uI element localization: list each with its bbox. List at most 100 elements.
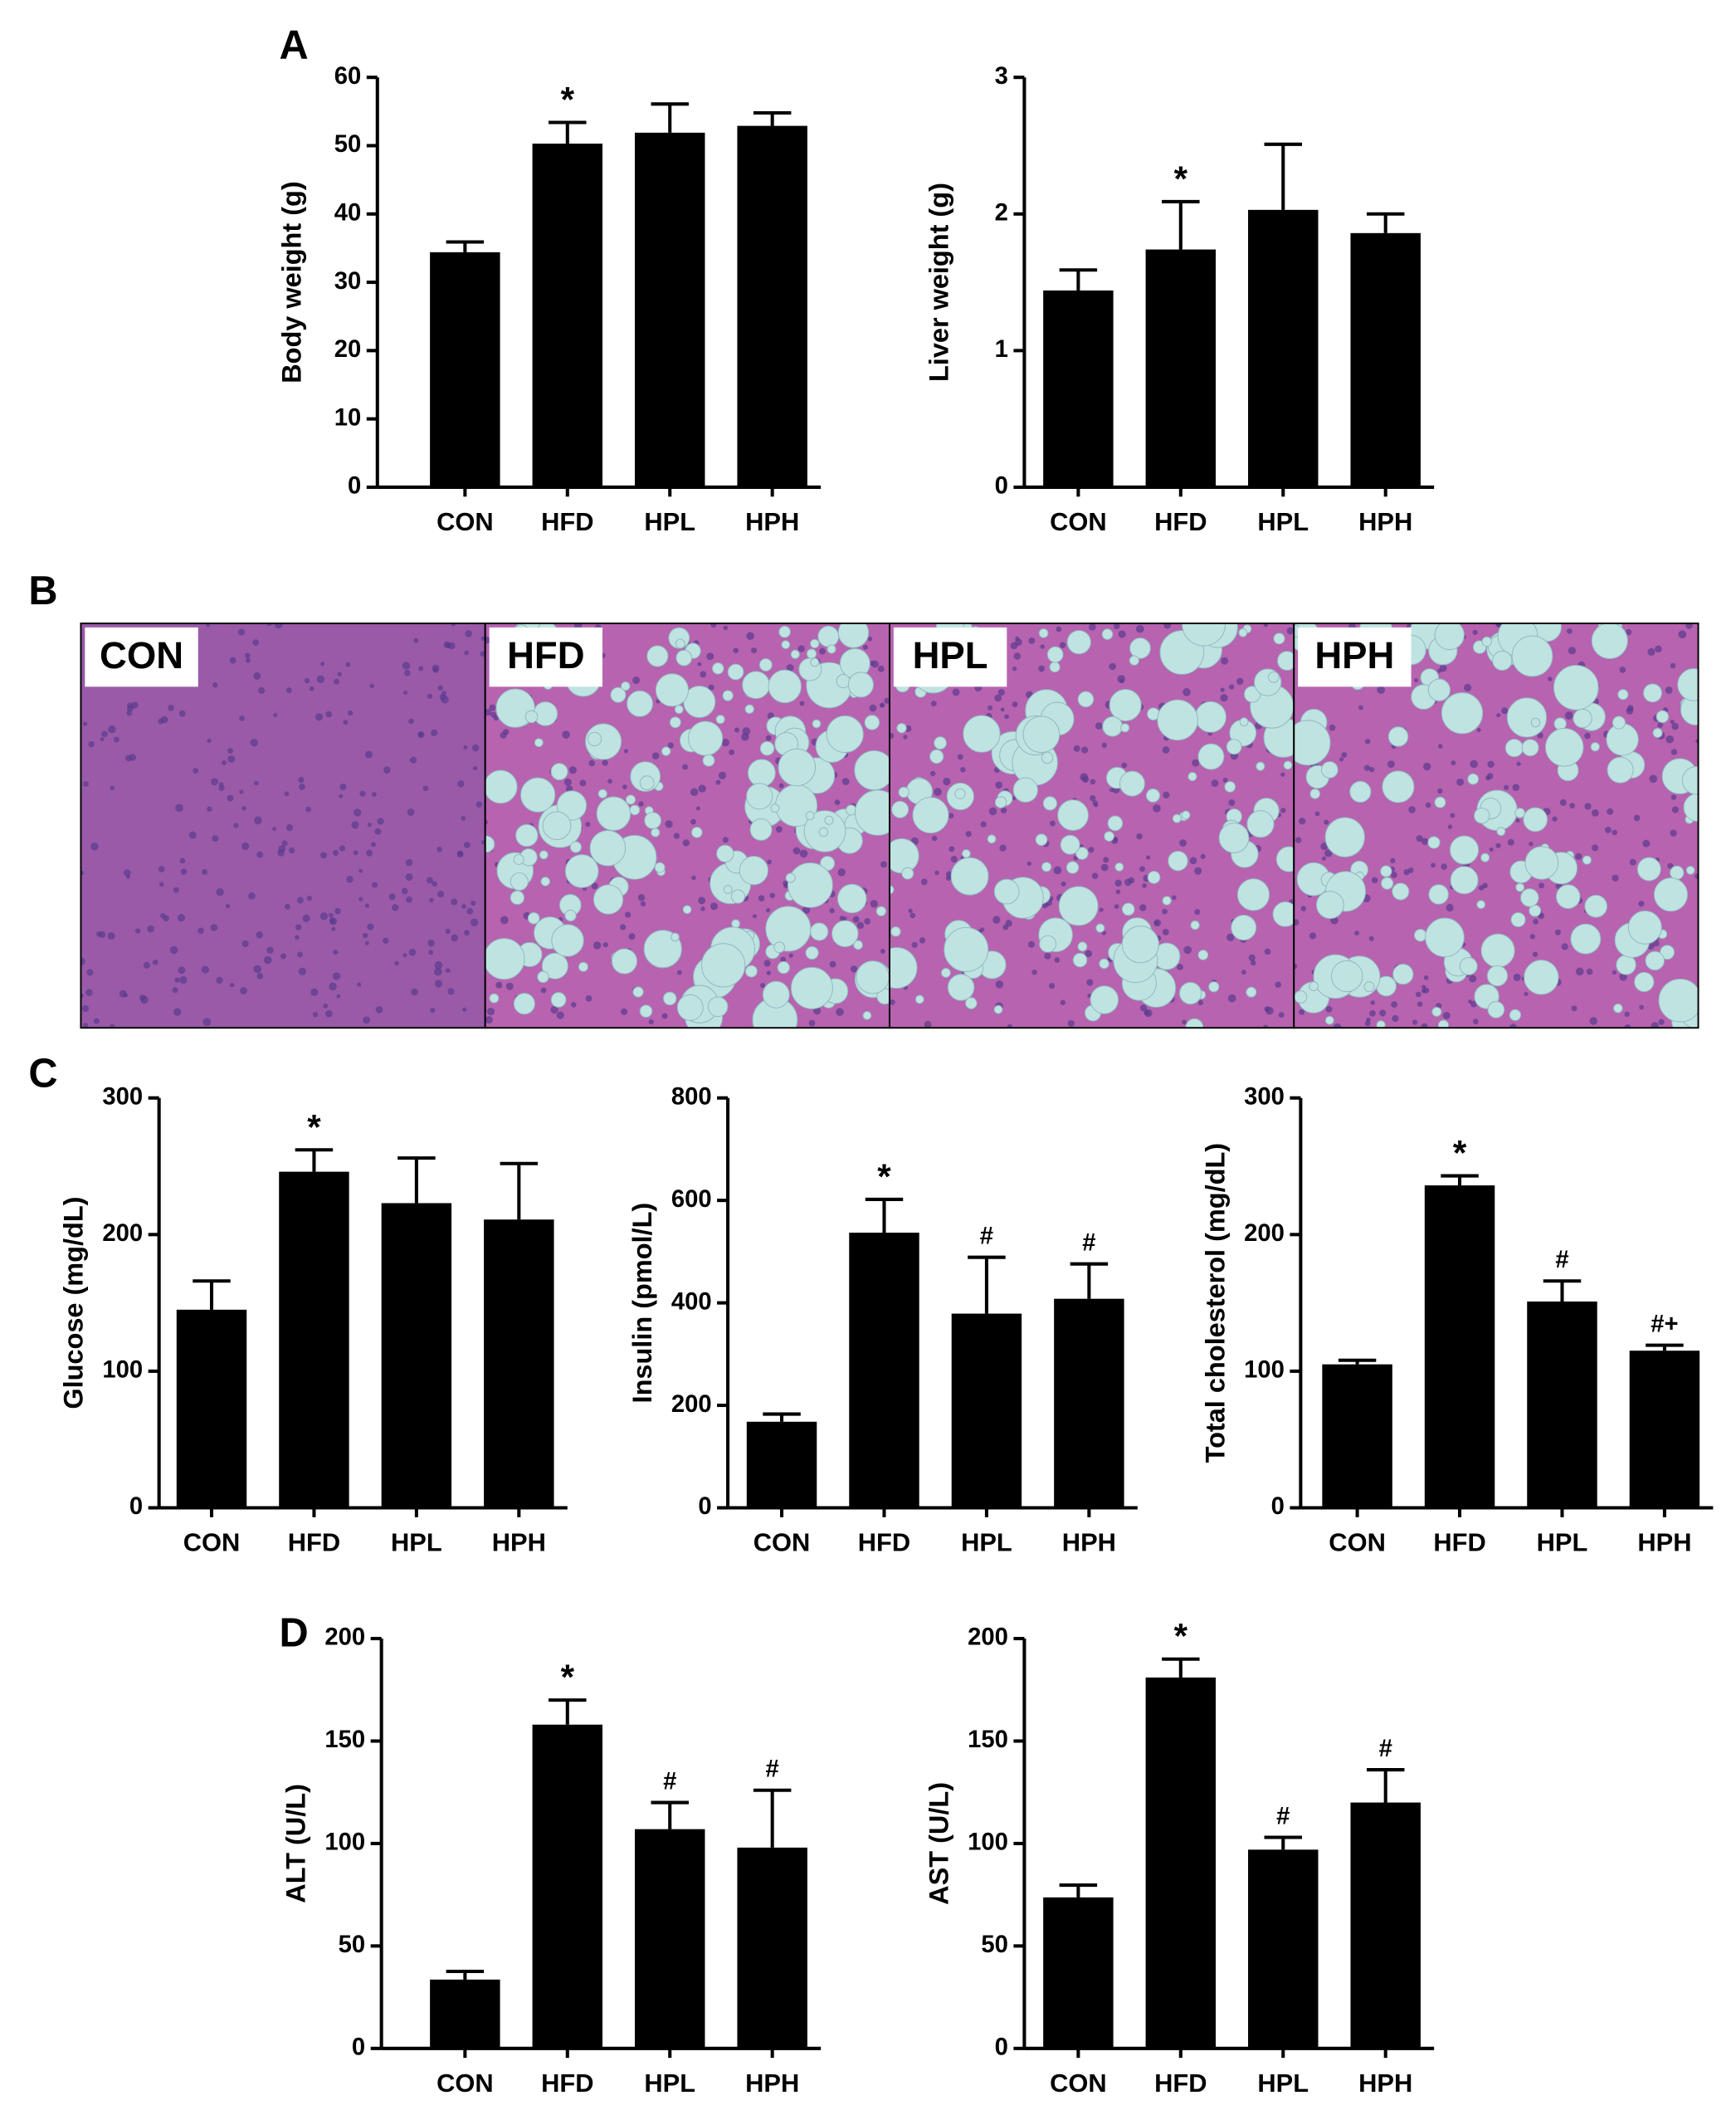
lipid-droplet xyxy=(1636,857,1661,882)
nucleus xyxy=(1264,948,1271,955)
lipid-droplet xyxy=(1519,888,1539,907)
histology-image: CON xyxy=(80,623,486,1029)
nucleus xyxy=(1040,644,1045,649)
lipid-droplet xyxy=(1467,773,1480,785)
lipid-droplet xyxy=(805,811,815,821)
lipid-droplet xyxy=(1459,957,1478,975)
nucleus xyxy=(126,710,133,716)
lipid-droplet xyxy=(723,885,733,894)
nucleus xyxy=(867,637,873,642)
nucleus xyxy=(408,948,417,956)
nucleus xyxy=(298,967,307,976)
nucleus xyxy=(328,912,334,918)
nucleus xyxy=(924,1020,932,1028)
nucleus xyxy=(101,730,108,738)
nucleus xyxy=(697,662,702,667)
histology-image: HPH xyxy=(1293,623,1699,1029)
nucleus xyxy=(788,953,793,958)
nucleus xyxy=(153,960,158,965)
nucleus xyxy=(1442,1012,1451,1019)
nucleus xyxy=(1005,920,1012,927)
nucleus xyxy=(721,739,729,747)
nucleus xyxy=(1649,774,1658,784)
nucleus xyxy=(1099,907,1104,912)
lipid-droplet xyxy=(1613,1003,1623,1014)
nucleus xyxy=(394,960,399,966)
nucleus xyxy=(1221,657,1229,665)
lipid-droplet xyxy=(1413,928,1427,942)
bar xyxy=(1629,1351,1700,1508)
significance-mark: # xyxy=(1555,1247,1568,1273)
nucleus xyxy=(1391,872,1397,878)
y-tick-label: 0 xyxy=(698,1493,711,1520)
nucleus xyxy=(1667,862,1674,869)
nucleus xyxy=(358,868,363,873)
y-axis-title: AST (U/L) xyxy=(924,1782,953,1905)
lipid-droplet xyxy=(812,719,822,729)
nucleus xyxy=(85,989,93,996)
lipid-droplet xyxy=(1101,628,1114,640)
nucleus xyxy=(1639,1004,1644,1010)
lipid-droplet xyxy=(1431,1006,1442,1017)
significance-mark: * xyxy=(1453,1134,1467,1173)
nucleus xyxy=(1651,1022,1659,1028)
nucleus xyxy=(1657,722,1663,728)
lipid-droplet xyxy=(674,705,684,715)
nucleus xyxy=(241,806,246,811)
nucleus xyxy=(88,740,95,748)
lipid-droplet xyxy=(1162,896,1172,906)
lipid-droplet xyxy=(847,672,874,698)
lipid-droplet xyxy=(1584,894,1608,918)
nucleus xyxy=(1607,808,1614,815)
nucleus xyxy=(1013,652,1022,660)
lipid-droplet xyxy=(758,658,773,672)
nucleus xyxy=(1073,745,1080,752)
nucleus xyxy=(1516,761,1521,766)
nucleus xyxy=(1489,847,1494,852)
nucleus xyxy=(295,924,302,931)
nucleus xyxy=(160,913,166,919)
nucleus xyxy=(869,704,877,712)
y-tick-label: 0 xyxy=(1271,1493,1285,1520)
nucleus xyxy=(388,893,396,901)
lipid-droplet xyxy=(589,829,627,867)
bar xyxy=(1350,232,1421,487)
lipid-droplet xyxy=(781,640,791,649)
lipid-droplet xyxy=(1012,777,1039,803)
nucleus xyxy=(1554,929,1561,935)
lipid-droplet xyxy=(1226,739,1242,755)
nucleus xyxy=(127,702,134,709)
nucleus xyxy=(427,693,432,699)
nucleus xyxy=(319,852,327,859)
nucleus xyxy=(83,1023,89,1028)
lipid-droplet xyxy=(1072,952,1088,968)
nucleus xyxy=(275,623,283,629)
nucleus xyxy=(1584,732,1591,740)
nucleus xyxy=(306,895,312,901)
nucleus xyxy=(417,730,425,739)
nucleus xyxy=(850,965,858,973)
nucleus xyxy=(470,918,479,926)
nucleus xyxy=(298,776,305,784)
nucleus xyxy=(920,878,928,886)
nucleus xyxy=(436,891,445,898)
lipid-droplet xyxy=(489,993,500,1004)
lipid-droplet xyxy=(1276,651,1295,672)
lipid-droplet xyxy=(790,966,833,1009)
nucleus xyxy=(464,650,470,656)
nucleus xyxy=(168,704,174,711)
nucleus xyxy=(877,665,885,672)
histology-content xyxy=(889,623,1295,1028)
nucleus xyxy=(889,999,895,1005)
nucleus xyxy=(1358,705,1363,711)
nucleus xyxy=(434,960,443,970)
lipid-droplet xyxy=(534,738,544,748)
nucleus xyxy=(1000,707,1005,712)
nucleus xyxy=(621,1008,628,1015)
nucleus xyxy=(1370,1000,1375,1005)
nucleus xyxy=(1236,677,1244,686)
lipid-droplet xyxy=(1652,727,1663,739)
lipid-droplet xyxy=(1042,796,1058,811)
nucleus xyxy=(651,752,660,760)
lipid-droplet xyxy=(1104,831,1114,842)
